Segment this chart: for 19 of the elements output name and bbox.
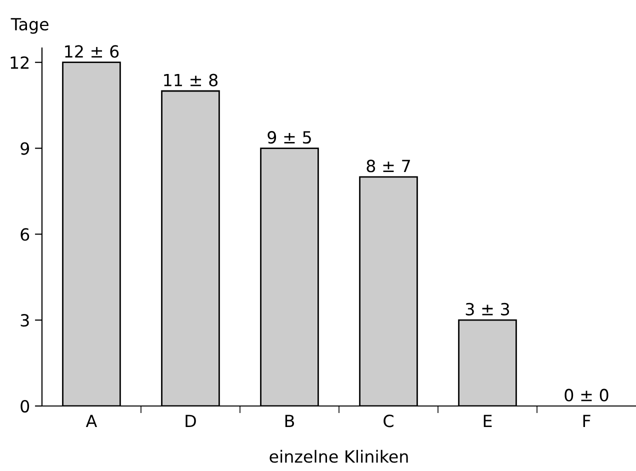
x-tick-label: A xyxy=(86,414,98,427)
y-tick-label: 0 xyxy=(20,400,30,413)
x-axis-title: einzelne Kliniken xyxy=(270,450,408,463)
data-label: 12 ± 6 xyxy=(65,45,119,58)
data-label: 3 ± 3 xyxy=(466,302,510,316)
y-tick-label: 6 xyxy=(20,228,30,241)
y-tick-label: 3 xyxy=(20,314,29,327)
data-label: 11 ± 8 xyxy=(164,74,218,86)
data-label: 9 ± 5 xyxy=(268,131,311,144)
y-axis-title: Tage xyxy=(10,18,48,34)
x-tick-label: D xyxy=(186,414,196,427)
y-tick-label: 9 xyxy=(20,142,29,155)
x-tick-label: E xyxy=(484,414,492,427)
y-tick-label: 12 xyxy=(10,56,28,69)
x-tick-label: B xyxy=(285,414,294,427)
x-tick-label: F xyxy=(583,414,590,427)
data-label: 0 ± 0 xyxy=(564,388,608,402)
data-label: 8 ± 7 xyxy=(366,160,410,172)
x-tick-label: C xyxy=(384,414,394,428)
